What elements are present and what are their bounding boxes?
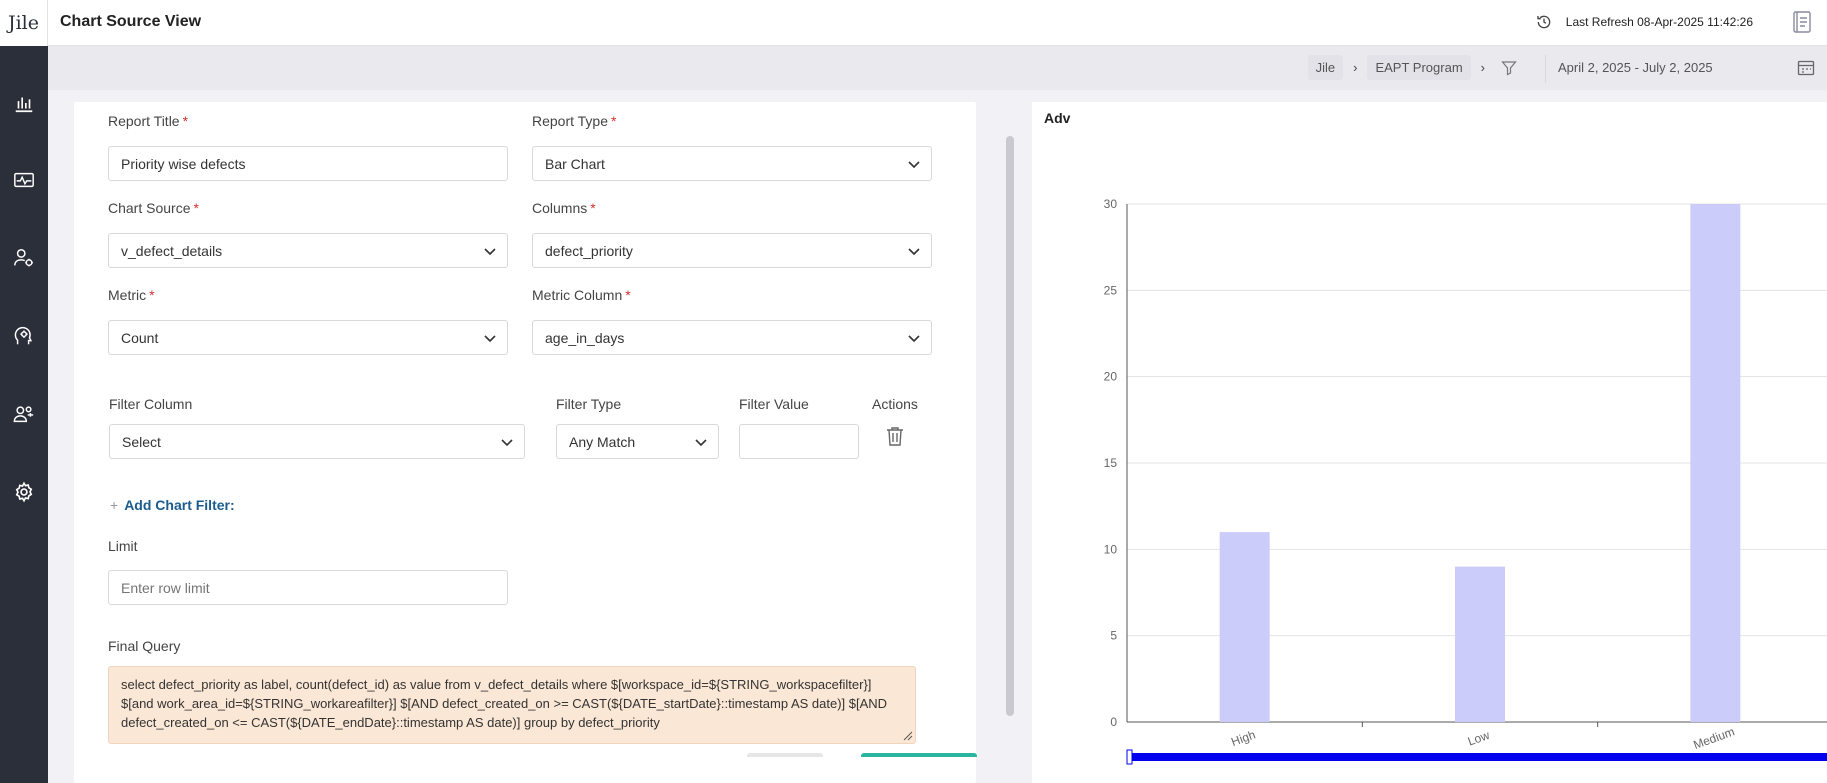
trash-icon[interactable]	[886, 426, 904, 446]
date-range-picker[interactable]: April 2, 2025 - July 2, 2025	[1545, 55, 1775, 83]
filter-icon[interactable]	[1501, 60, 1517, 76]
chevron-right-icon: ›	[1353, 60, 1358, 75]
final-query-label: Final Query	[108, 638, 181, 654]
filter-column-select[interactable]: Select	[109, 424, 525, 459]
filter-value-input[interactable]	[739, 424, 859, 459]
filter-type-select[interactable]: Any Match	[556, 424, 719, 459]
jile-logo[interactable]: Jile	[0, 0, 48, 46]
limit-input[interactable]	[108, 570, 508, 605]
metric-label: Metric *	[108, 287, 155, 303]
bar	[1690, 204, 1741, 722]
book-icon[interactable]	[1789, 9, 1815, 35]
bar	[1455, 566, 1505, 722]
user-settings-icon[interactable]	[12, 246, 36, 270]
breadcrumb-item-program[interactable]: EAPT Program	[1367, 55, 1471, 80]
columns-select[interactable]: defect_priority	[532, 233, 932, 268]
metric-column-value: age_in_days	[545, 330, 625, 346]
metric-column-select[interactable]: age_in_days	[532, 320, 932, 355]
chevron-down-icon	[501, 439, 513, 447]
bar-chart: 0 5 10 15 20 25 30 High Low Medium	[1104, 197, 1827, 765]
metric-column-label: Metric Column *	[532, 287, 631, 303]
add-chart-filter-link[interactable]: + Add Chart Filter:	[110, 497, 235, 513]
chevron-down-icon	[695, 439, 707, 447]
y-tick-label: 15	[1104, 456, 1118, 470]
history-icon[interactable]	[1536, 14, 1552, 30]
x-tick-label: High	[1229, 727, 1257, 749]
resize-handle-icon[interactable]	[903, 731, 913, 741]
metric-select[interactable]: Count	[108, 320, 508, 355]
metric-value: Count	[121, 330, 159, 346]
actions-label: Actions	[872, 396, 918, 412]
breadcrumb-item-jile[interactable]: Jile	[1307, 55, 1344, 80]
chart-source-label: Chart Source *	[108, 200, 199, 216]
x-tick-label: Medium	[1692, 724, 1737, 752]
report-type-select[interactable]: Bar Chart	[532, 146, 932, 181]
save-button[interactable]	[861, 753, 977, 757]
last-refresh-text: Last Refresh 08-Apr-2025 11:42:26	[1565, 15, 1753, 29]
x-tick-label: Low	[1466, 728, 1492, 749]
team-icon[interactable]	[12, 402, 36, 426]
page-title: Chart Source View	[60, 13, 202, 30]
y-tick-label: 5	[1110, 629, 1117, 643]
chart-source-value: v_defect_details	[121, 243, 223, 259]
report-title-label: Report Title *	[108, 113, 189, 129]
main-content: Report Title * Priority wise defects Repo…	[48, 90, 1827, 783]
top-header: Chart Source View Last Refresh 08-Apr-20…	[48, 0, 1827, 46]
form-scrollbar[interactable]	[1006, 136, 1014, 716]
filter-column-label: Filter Column	[109, 396, 193, 412]
head-gear-icon[interactable]	[12, 324, 36, 348]
zoom-slider-handle-left[interactable]	[1126, 749, 1133, 765]
calendar-icon[interactable]	[1797, 59, 1815, 77]
y-tick-label: 20	[1104, 370, 1118, 384]
filter-type-label: Filter Type	[556, 396, 622, 412]
y-tick-label: 25	[1104, 283, 1118, 297]
bar-chart-icon[interactable]	[12, 91, 36, 115]
filter-type-value: Any Match	[569, 434, 636, 450]
last-refresh: Last Refresh 08-Apr-2025 11:42:26	[1536, 14, 1753, 30]
report-form-panel: Report Title * Priority wise defects Repo…	[74, 102, 1014, 783]
columns-value: defect_priority	[545, 243, 633, 259]
filter-value-label: Filter Value	[739, 396, 809, 412]
report-type-label: Report Type *	[532, 113, 617, 129]
chevron-down-icon	[484, 335, 496, 343]
chevron-right-icon: ›	[1480, 60, 1485, 75]
y-tick-label: 0	[1110, 715, 1117, 729]
y-tick-label: 30	[1104, 197, 1118, 211]
bar	[1219, 532, 1270, 722]
zoom-slider-bar[interactable]	[1131, 753, 1827, 761]
filter-column-value: Select	[122, 434, 161, 450]
chart-title: Adv	[1044, 110, 1071, 126]
columns-label: Columns *	[532, 200, 596, 216]
breadcrumb: Jile › EAPT Program ›	[1307, 55, 1517, 80]
chevron-down-icon	[908, 335, 920, 343]
chevron-down-icon	[908, 161, 920, 169]
cancel-button[interactable]	[747, 753, 823, 757]
chart-preview-panel: Adv 0 5 10 15 20 25 30 High Low Medium	[1032, 102, 1827, 783]
final-query-textarea[interactable]: select defect_priority as label, count(d…	[108, 666, 916, 744]
context-bar: Jile › EAPT Program › April 2, 2025 - Ju…	[48, 46, 1827, 90]
chart-source-select[interactable]: v_defect_details	[108, 233, 508, 268]
plus-icon: +	[110, 497, 119, 513]
report-type-value: Bar Chart	[545, 156, 605, 172]
final-query-text: select defect_priority as label, count(d…	[121, 677, 888, 730]
limit-label: Limit	[108, 538, 138, 554]
y-tick-label: 10	[1104, 542, 1118, 556]
chevron-down-icon	[908, 248, 920, 256]
report-title-input[interactable]: Priority wise defects	[108, 146, 508, 181]
monitor-pulse-icon[interactable]	[12, 168, 36, 192]
gear-icon[interactable]	[12, 480, 36, 504]
add-chart-filter-label: Add Chart Filter:	[124, 497, 235, 513]
sidebar: Jile	[0, 0, 48, 783]
chevron-down-icon	[484, 248, 496, 256]
